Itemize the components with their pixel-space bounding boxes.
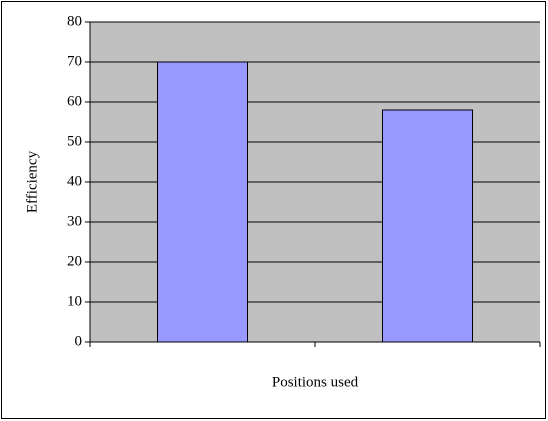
y-tick-label: 40 xyxy=(67,173,82,189)
y-tick-label: 30 xyxy=(67,213,82,229)
y-axis-label: Efficiency xyxy=(24,150,40,213)
y-tick-label: 50 xyxy=(67,133,82,149)
y-tick-label: 70 xyxy=(67,53,82,69)
y-tick-label: 60 xyxy=(67,93,82,109)
y-tick-label: 0 xyxy=(75,333,83,349)
y-tick-label: 10 xyxy=(67,293,82,309)
y-tick-label: 80 xyxy=(67,13,82,29)
x-axis-label: Positions used xyxy=(272,374,359,390)
bar xyxy=(382,109,473,343)
y-tick-label: 20 xyxy=(67,253,82,269)
bar xyxy=(157,61,248,343)
